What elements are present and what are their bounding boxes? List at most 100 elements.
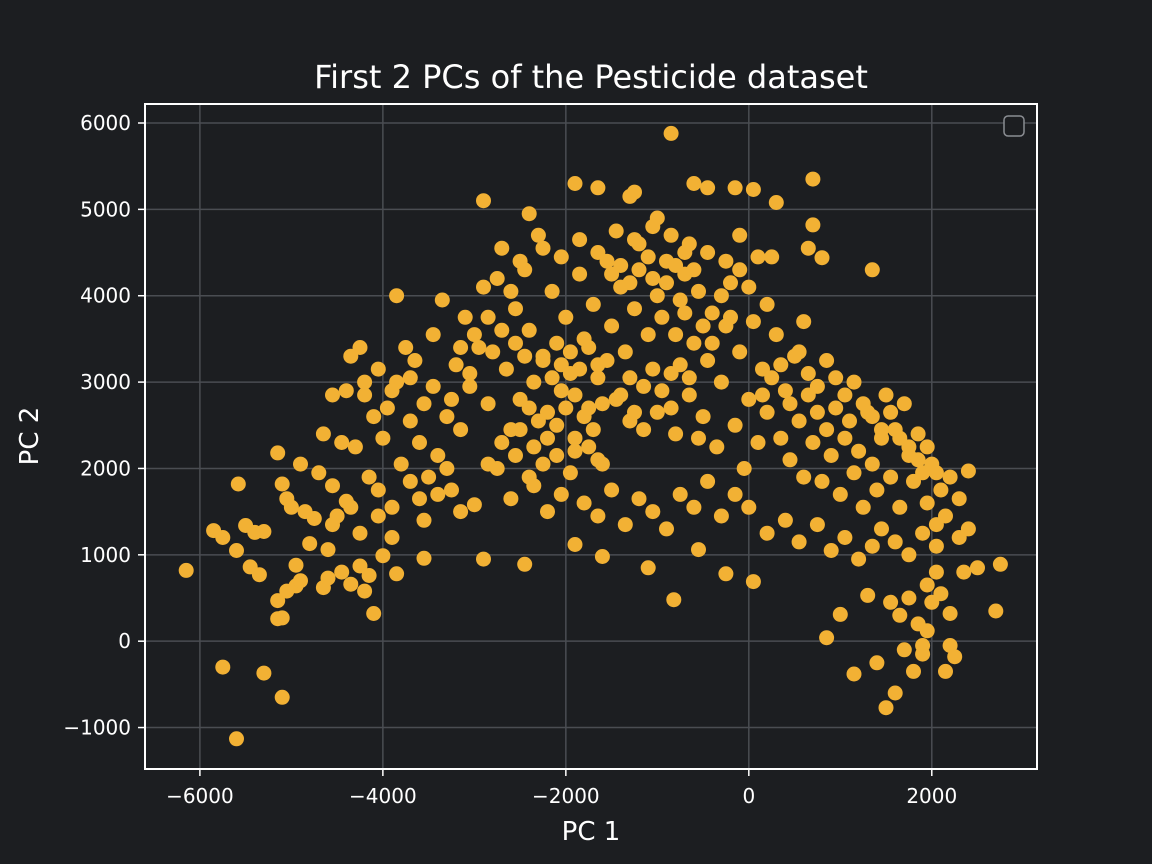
scatter-point — [425, 378, 441, 394]
scatter-point — [343, 499, 359, 515]
scatter-point — [604, 318, 620, 334]
scatter-point — [947, 649, 963, 665]
scatter-point — [645, 271, 661, 286]
scatter-point — [526, 374, 542, 390]
x-tick-label: −4000 — [349, 784, 417, 808]
scatter-point — [357, 583, 373, 599]
scatter-point — [928, 564, 944, 580]
scatter-point — [887, 685, 903, 701]
scatter-point — [508, 448, 523, 463]
scatter-point — [887, 534, 903, 550]
scatter-point — [819, 353, 835, 368]
scatter-point — [375, 430, 391, 446]
scatter-point — [809, 517, 825, 533]
x-tick-label: 2000 — [906, 784, 957, 808]
scatter-point — [892, 499, 908, 515]
scatter-point — [645, 219, 661, 235]
y-tick-label: 6000 — [80, 111, 131, 135]
y-tick-label: 1000 — [80, 543, 131, 567]
scatter-point — [535, 456, 551, 472]
scatter-point — [677, 305, 693, 321]
scatter-point — [558, 400, 574, 416]
scatter-point — [645, 504, 661, 520]
scatter-point — [928, 538, 944, 554]
scatter-point — [640, 249, 656, 265]
scatter-point — [864, 262, 880, 278]
scatter-point — [283, 499, 299, 515]
scatter-point — [608, 223, 624, 239]
scatter-point — [942, 469, 958, 485]
scatter-point — [402, 473, 418, 489]
scatter-point — [444, 482, 459, 498]
axis-ticks: −6000 −4000 −2000 0 2000 −1000 0 1000 2000 3000 40… — [63, 111, 957, 808]
scatter-point — [530, 227, 546, 243]
scatter-point — [782, 452, 798, 468]
scatter-point — [942, 606, 958, 621]
scatter-point — [686, 176, 702, 191]
scatter-point — [896, 642, 912, 658]
scatter-point — [919, 577, 935, 593]
scatter-point — [745, 574, 761, 590]
scatter-point — [457, 309, 473, 325]
scatter-point — [704, 305, 720, 321]
scatter-point — [215, 530, 231, 545]
scatter-point — [832, 606, 848, 622]
scatter-point — [274, 610, 290, 626]
scatter-point — [439, 409, 455, 425]
scatter-point — [604, 482, 620, 498]
scatter-point — [521, 322, 537, 338]
y-tick-label: 0 — [118, 629, 131, 653]
scatter-point — [819, 630, 835, 646]
scatter-point — [750, 249, 766, 265]
scatter-point — [270, 445, 286, 461]
scatter-point — [860, 587, 876, 603]
scatter-point — [389, 566, 405, 582]
scatter-point — [933, 586, 949, 602]
y-tick-label: −1000 — [63, 716, 131, 740]
scatter-point — [892, 607, 908, 623]
scatter-point — [526, 478, 542, 494]
scatter-point — [883, 594, 899, 610]
scatter-point — [659, 521, 674, 537]
scatter-point — [466, 327, 482, 343]
scatter-point — [704, 335, 720, 351]
scatter-point — [718, 566, 734, 582]
y-tick-label: 2000 — [80, 456, 131, 480]
y-tick-label: 5000 — [80, 197, 131, 221]
scatter-point — [352, 558, 368, 574]
scatter-point — [581, 439, 597, 455]
scatter-point — [768, 327, 784, 343]
scatter-point — [663, 227, 679, 243]
scatter-point — [723, 309, 738, 325]
scatter-point — [654, 309, 670, 325]
scatter-point — [416, 396, 432, 412]
scatter-point — [631, 491, 647, 507]
scatter-point — [759, 525, 775, 541]
scatter-point — [521, 400, 537, 416]
scatter-point — [430, 486, 446, 502]
scatter-point — [453, 340, 469, 355]
scatter-point — [453, 422, 469, 438]
scatter-point — [759, 296, 775, 312]
scatter-point — [777, 383, 793, 399]
scatter-point — [736, 461, 752, 476]
scatter-point — [791, 344, 807, 360]
scatter-point — [938, 663, 953, 679]
scatter-point — [274, 689, 290, 705]
scatter-point — [668, 327, 684, 343]
scatter-point — [814, 250, 830, 266]
scatter-point — [590, 180, 606, 196]
scatter-point — [809, 378, 825, 394]
scatter-point — [549, 417, 565, 433]
scatter-point — [910, 452, 926, 468]
scatter-point — [421, 469, 437, 485]
scatter-point — [567, 387, 583, 403]
scatter-point — [480, 309, 496, 325]
scatter-point — [215, 659, 231, 675]
y-axis-label: PC 2 — [15, 407, 45, 466]
scatter-point — [700, 473, 716, 489]
scatter-point — [485, 344, 501, 360]
scatter-point — [883, 469, 899, 485]
scatter-point — [672, 486, 688, 502]
scatter-point — [553, 357, 569, 373]
